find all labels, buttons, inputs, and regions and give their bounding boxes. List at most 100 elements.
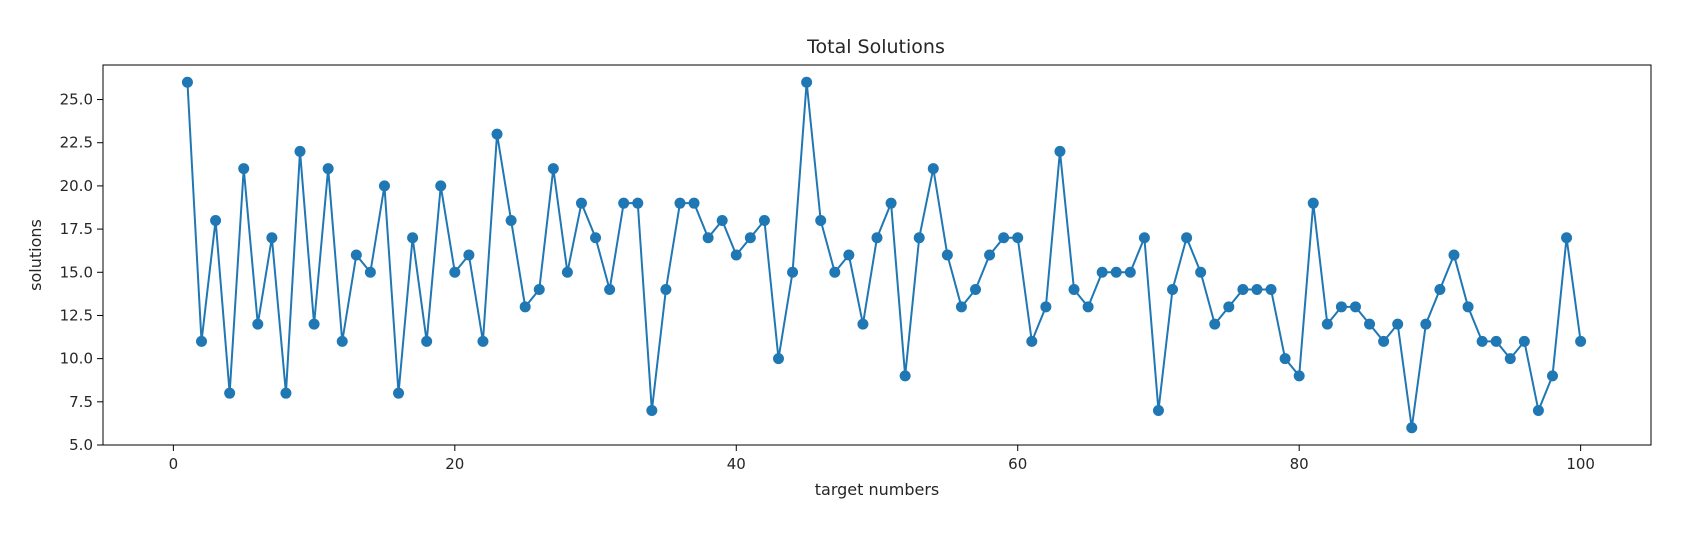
data-point [364, 266, 376, 278]
data-point [393, 387, 405, 399]
x-tick-label: 80 [1290, 455, 1309, 473]
series-solutions [181, 76, 1587, 434]
data-point [547, 163, 559, 175]
data-point [533, 284, 545, 296]
data-point [505, 214, 517, 226]
data-point [1420, 318, 1432, 330]
data-point [716, 214, 728, 226]
data-point [378, 180, 390, 192]
data-point [1392, 318, 1404, 330]
data-point [660, 284, 672, 296]
y-tick-label: 17.5 [60, 220, 93, 238]
data-point [646, 404, 658, 416]
data-point [336, 335, 348, 347]
y-axis: 5.0 7.5 10.0 12.5 15.0 17.5 20.0 22.5 25.0 [60, 91, 103, 454]
data-point [604, 284, 616, 296]
y-axis-label: solutions [26, 219, 45, 291]
data-point [970, 284, 982, 296]
data-point [801, 76, 813, 88]
data-point [210, 214, 222, 226]
y-tick-label: 12.5 [60, 306, 93, 324]
data-point [1124, 266, 1136, 278]
y-tick-label: 22.5 [60, 134, 93, 152]
data-point [1504, 353, 1516, 365]
data-point [1195, 266, 1207, 278]
data-point [744, 232, 756, 244]
data-point [1462, 301, 1474, 313]
data-point [1364, 318, 1376, 330]
data-point [1040, 301, 1052, 313]
data-point [435, 180, 447, 192]
data-point [1546, 370, 1558, 382]
data-point [252, 318, 264, 330]
data-point [1476, 335, 1488, 347]
data-point [815, 214, 827, 226]
data-point [885, 197, 897, 209]
data-point [294, 145, 306, 157]
data-point [322, 163, 334, 175]
data-point [350, 249, 362, 261]
data-point [491, 128, 503, 140]
y-tick-label: 20.0 [60, 177, 93, 195]
data-point [449, 266, 461, 278]
x-tick-label: 40 [727, 455, 746, 473]
data-point [238, 163, 250, 175]
chart-title: Total Solutions [806, 36, 945, 58]
data-point [758, 214, 770, 226]
data-point [519, 301, 531, 313]
data-point [308, 318, 320, 330]
data-point [871, 232, 883, 244]
data-point [1167, 284, 1179, 296]
data-point [927, 163, 939, 175]
data-point [772, 353, 784, 365]
data-point [1209, 318, 1221, 330]
data-point [899, 370, 911, 382]
data-point [913, 232, 925, 244]
data-point [1490, 335, 1502, 347]
x-axis-label: target numbers [815, 480, 940, 499]
data-point [1110, 266, 1122, 278]
data-point [1237, 284, 1249, 296]
data-point [407, 232, 419, 244]
data-point [829, 266, 841, 278]
data-point [1138, 232, 1150, 244]
data-point [561, 266, 573, 278]
y-tick-label: 25.0 [60, 91, 93, 109]
data-point [941, 249, 953, 261]
data-point [280, 387, 292, 399]
data-point [1223, 301, 1235, 313]
data-point [477, 335, 489, 347]
y-tick-label: 15.0 [60, 263, 93, 281]
data-point [196, 335, 208, 347]
x-tick-label: 60 [1008, 455, 1027, 473]
data-point [1096, 266, 1108, 278]
data-point [575, 197, 587, 209]
data-point [1307, 197, 1319, 209]
data-point [463, 249, 475, 261]
y-tick-label: 10.0 [60, 350, 93, 368]
data-point [674, 197, 686, 209]
data-point [181, 76, 193, 88]
data-point [421, 335, 433, 347]
data-point [1518, 335, 1530, 347]
data-point [955, 301, 967, 313]
data-point [1152, 404, 1164, 416]
data-point [1279, 353, 1291, 365]
data-point [688, 197, 700, 209]
data-point [1321, 318, 1333, 330]
data-point [1181, 232, 1193, 244]
data-point [618, 197, 630, 209]
x-tick-label: 20 [445, 455, 464, 473]
x-tick-label: 0 [169, 455, 179, 473]
data-point [632, 197, 644, 209]
y-tick-label: 5.0 [69, 436, 93, 454]
data-point [266, 232, 278, 244]
data-point [1068, 284, 1080, 296]
data-point [730, 249, 742, 261]
data-point [590, 232, 602, 244]
data-point [1532, 404, 1544, 416]
plot-frame [102, 64, 1652, 446]
data-point [787, 266, 799, 278]
series-line [186, 81, 1582, 429]
